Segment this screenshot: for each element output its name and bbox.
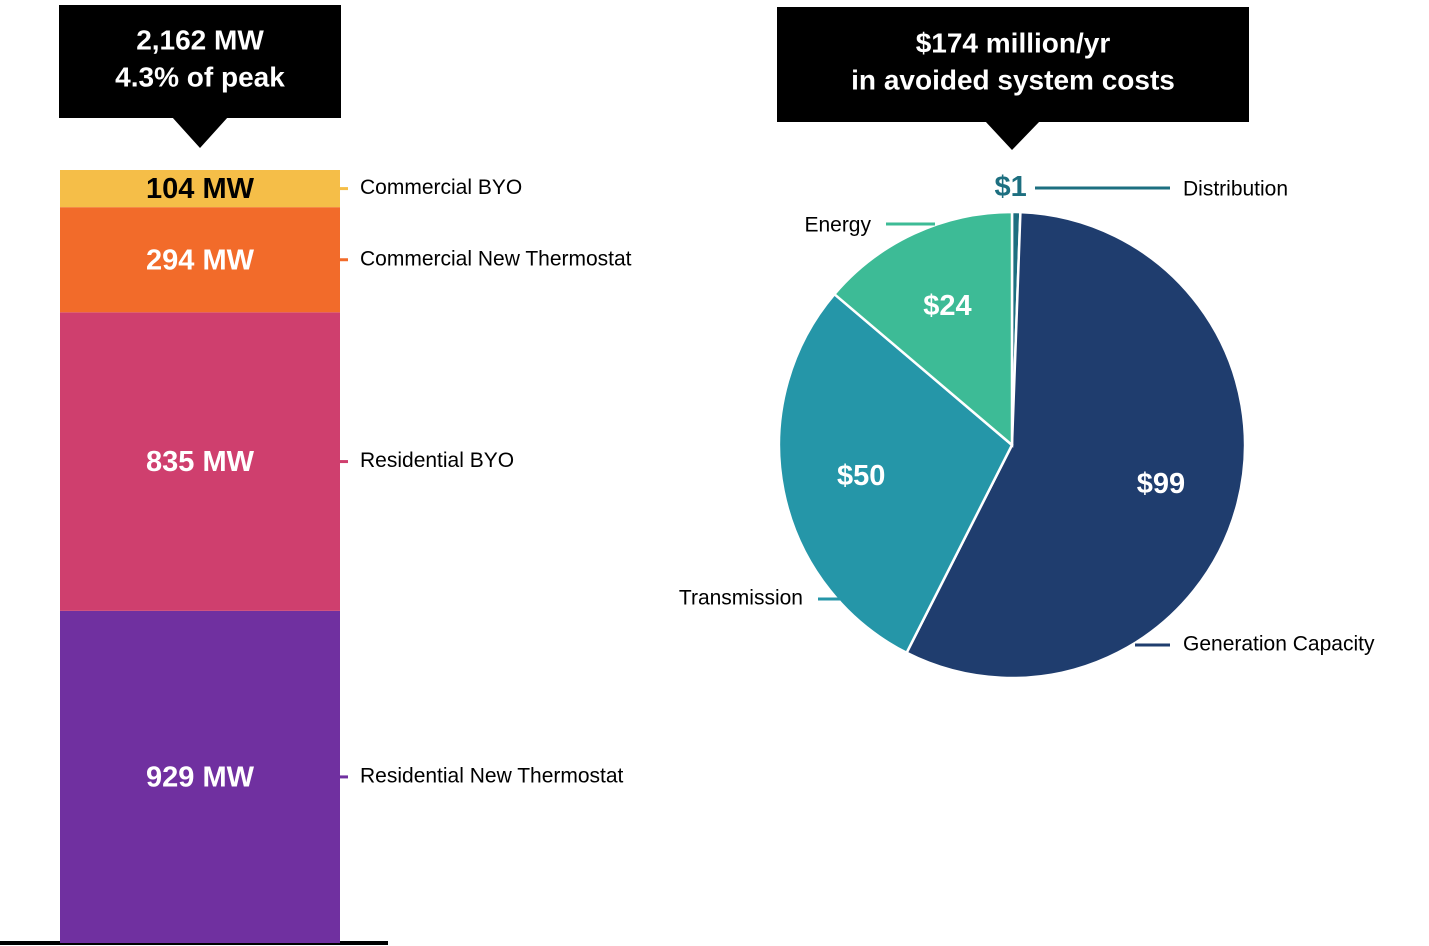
legend-label: Distribution [1183, 178, 1288, 201]
value-label: $50 [837, 460, 885, 492]
value-label: 104 MW [146, 173, 255, 205]
legend-label: Residential New Thermostat [360, 764, 624, 787]
value-label: 835 MW [146, 446, 255, 478]
legend-label: Energy [804, 214, 871, 237]
legend-label: Commercial BYO [360, 176, 522, 199]
value-label: 294 MW [146, 244, 255, 276]
pie-slice [832, 210, 1014, 448]
legend-label: Generation Capacity [1183, 633, 1375, 656]
bar-segment [60, 312, 340, 611]
legend-label: Commercial New Thermostat [360, 247, 632, 270]
bar-segment [60, 207, 340, 313]
callout-box [59, 5, 341, 118]
pie-slice [904, 210, 1247, 680]
pie-slice [777, 292, 1014, 655]
value-label: $1 [995, 171, 1027, 203]
callout-pointer [172, 117, 228, 148]
legend-label: Residential BYO [360, 449, 514, 472]
bar-segment [60, 170, 340, 208]
callout-box [777, 7, 1249, 122]
pie-title: $174 million/yr [916, 27, 1111, 58]
legend-label: Transmission [679, 587, 803, 610]
callout-pointer [985, 121, 1040, 150]
bar-segment [60, 610, 340, 943]
value-label: $24 [923, 290, 971, 322]
pie-subtitle: in avoided system costs [851, 64, 1175, 95]
bar-title: 2,162 MW [136, 24, 264, 55]
value-label: $99 [1137, 468, 1185, 500]
value-label: 929 MW [146, 762, 255, 794]
bar-subtitle: 4.3% of peak [115, 61, 285, 92]
